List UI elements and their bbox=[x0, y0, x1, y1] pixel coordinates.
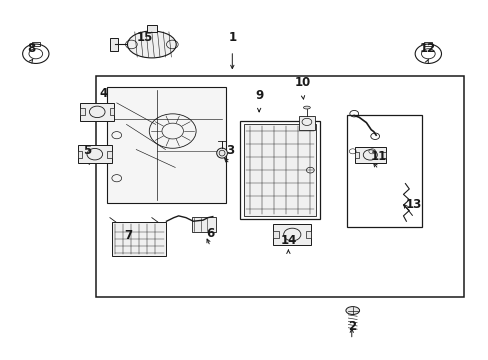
Text: 11: 11 bbox=[370, 150, 386, 163]
Text: 2: 2 bbox=[347, 320, 355, 333]
Bar bbox=[96, 76, 463, 297]
Text: 13: 13 bbox=[405, 198, 422, 211]
Bar bbox=[112, 222, 166, 256]
Text: 8: 8 bbox=[27, 42, 35, 55]
Bar bbox=[424, 42, 431, 45]
Bar bbox=[32, 42, 40, 45]
Text: 1: 1 bbox=[228, 31, 236, 44]
Bar bbox=[346, 116, 422, 226]
Bar bbox=[78, 145, 112, 163]
Bar bbox=[107, 151, 112, 158]
Bar bbox=[273, 224, 310, 244]
Bar bbox=[273, 231, 278, 238]
Ellipse shape bbox=[345, 307, 359, 315]
Bar bbox=[305, 231, 310, 238]
Text: 12: 12 bbox=[418, 42, 435, 55]
Bar bbox=[109, 108, 114, 115]
Bar bbox=[80, 108, 84, 115]
Bar bbox=[354, 147, 385, 163]
Text: 9: 9 bbox=[254, 89, 263, 102]
Text: 15: 15 bbox=[136, 31, 152, 44]
Text: 14: 14 bbox=[280, 234, 296, 247]
Ellipse shape bbox=[216, 148, 227, 158]
Bar bbox=[354, 152, 358, 158]
Text: 10: 10 bbox=[294, 76, 310, 89]
Ellipse shape bbox=[127, 31, 176, 58]
Bar bbox=[80, 103, 114, 121]
Bar bbox=[192, 217, 215, 231]
Ellipse shape bbox=[303, 106, 310, 109]
Bar bbox=[239, 121, 320, 220]
Text: 7: 7 bbox=[124, 229, 132, 242]
Bar bbox=[110, 38, 118, 51]
Text: 4: 4 bbox=[99, 87, 107, 100]
Text: 5: 5 bbox=[83, 144, 91, 157]
Bar bbox=[107, 87, 226, 203]
Text: 3: 3 bbox=[225, 144, 233, 157]
Bar bbox=[147, 26, 157, 32]
Bar bbox=[78, 151, 82, 158]
Bar bbox=[299, 116, 314, 130]
Text: 6: 6 bbox=[206, 227, 214, 240]
Bar bbox=[243, 125, 316, 216]
Bar bbox=[381, 152, 385, 158]
